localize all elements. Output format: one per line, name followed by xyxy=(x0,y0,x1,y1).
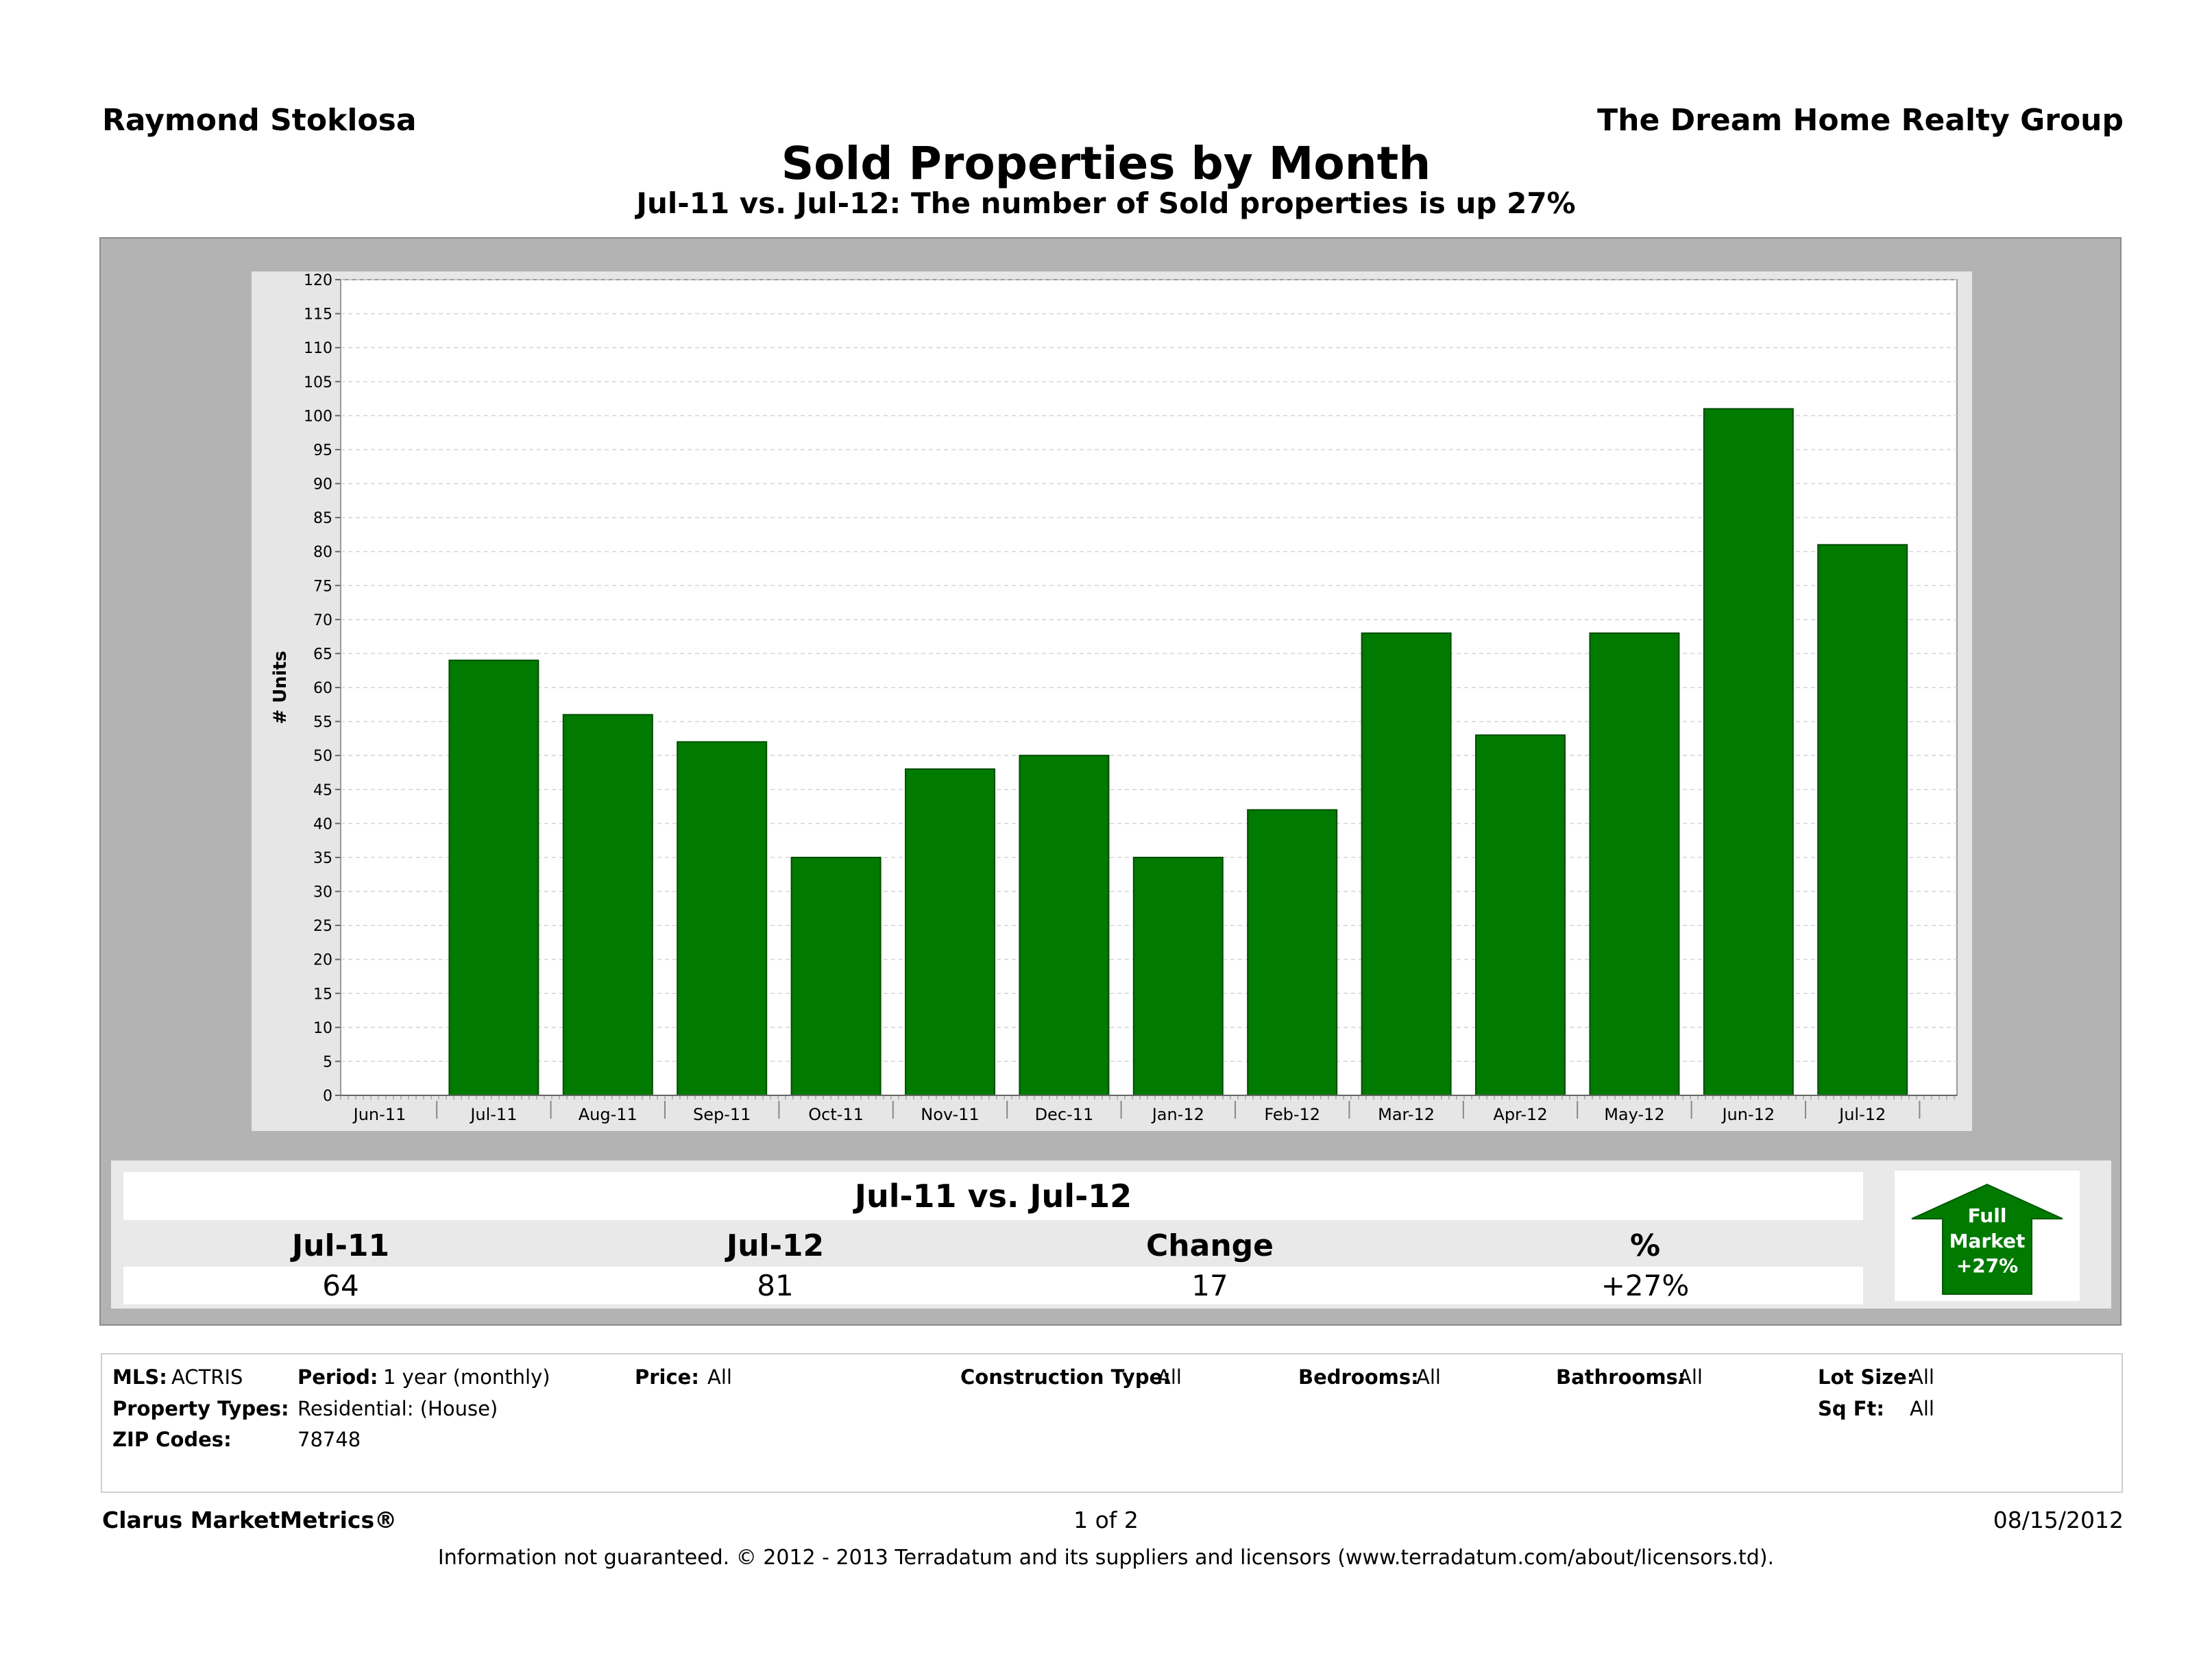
bar-jun-12 xyxy=(1703,408,1794,1096)
y-tick-label: 10 xyxy=(313,1020,332,1037)
y-tick-label: 95 xyxy=(313,442,332,459)
summary-col-jul11-label: Jul-11 xyxy=(291,1228,390,1263)
filter-bathrooms-label: Bathrooms: xyxy=(1556,1365,1686,1389)
footer-brand: Clarus MarketMetrics® xyxy=(102,1507,398,1533)
y-tick-label: 55 xyxy=(313,714,332,731)
y-tick-label: 90 xyxy=(313,476,332,494)
bar-dec-11 xyxy=(1019,755,1110,1097)
summary-col-percent-label: % xyxy=(1629,1228,1661,1263)
summary-value-bar xyxy=(123,1267,1863,1304)
summary-percent-value: +27% xyxy=(1601,1269,1690,1302)
x-tick-label: Jun-12 xyxy=(1721,1105,1775,1124)
filter-price-value: All xyxy=(707,1365,732,1389)
y-tick-label: 105 xyxy=(304,374,332,391)
bar-mar-12 xyxy=(1361,632,1452,1096)
y-tick-label: 115 xyxy=(304,306,332,324)
x-tick-label: Dec-11 xyxy=(1035,1105,1094,1124)
y-tick-label: 50 xyxy=(313,748,332,765)
summary-jul12-value: 81 xyxy=(757,1269,794,1302)
y-tick-label: 30 xyxy=(313,884,332,901)
x-tick-label: Jun-11 xyxy=(352,1105,406,1124)
bar-aug-11 xyxy=(562,714,653,1096)
filter-bedrooms-value: All xyxy=(1416,1365,1441,1389)
filter-construction-value: All xyxy=(1157,1365,1182,1389)
filter-proptypes-value: Residential: (House) xyxy=(297,1397,498,1420)
up-arrow-icon: Full Market +27% xyxy=(1911,1183,2063,1295)
filter-construction-label: Construction Type: xyxy=(960,1365,1171,1389)
y-tick-label: 70 xyxy=(313,612,332,629)
y-tick-label: 25 xyxy=(313,918,332,935)
x-tick-label: Sep-11 xyxy=(693,1105,751,1124)
filter-period-label: Period: xyxy=(297,1365,378,1389)
bar-jul-12 xyxy=(1817,544,1908,1096)
y-tick-label: 60 xyxy=(313,680,332,697)
badge-line1: Full xyxy=(1968,1204,2007,1227)
company-name: The Dream Home Realty Group xyxy=(1597,103,2124,138)
y-tick-label: 20 xyxy=(313,952,332,969)
summary-heading-bar xyxy=(123,1172,1863,1220)
summary-col-change-label: Change xyxy=(1146,1228,1274,1263)
filter-sqft-label: Sq Ft: xyxy=(1818,1397,1885,1420)
y-tick-label: 45 xyxy=(313,782,332,799)
filter-bathrooms-value: All xyxy=(1678,1365,1703,1389)
y-tick-label: 120 xyxy=(304,272,332,289)
bar-feb-12 xyxy=(1247,809,1338,1096)
filter-mls-label: MLS: xyxy=(112,1365,167,1389)
x-tick-label: Nov-11 xyxy=(921,1105,979,1124)
y-tick-label: 0 xyxy=(323,1088,332,1105)
footer-date: 08/15/2012 xyxy=(1993,1507,2124,1533)
y-tick-label: 40 xyxy=(313,816,332,833)
y-tick-label: 110 xyxy=(304,340,332,357)
filter-period-value: 1 year (monthly) xyxy=(383,1365,550,1389)
sold-properties-bar-chart: 0 5 10 15 20 25 30 35 40 45 50 55 60 65 70 75 80 85 90 95 10… xyxy=(270,272,1958,1124)
footer-page-number: 1 of 2 xyxy=(1073,1507,1139,1533)
badge-line3: +27% xyxy=(1956,1254,2018,1277)
x-tick-label: Oct-11 xyxy=(808,1105,864,1124)
filter-zip-label: ZIP Codes: xyxy=(112,1428,232,1451)
agent-name: Raymond Stoklosa xyxy=(102,103,417,138)
bar-sep-11 xyxy=(677,741,768,1096)
bar-nov-11 xyxy=(905,768,995,1096)
bar-oct-11 xyxy=(790,856,882,1097)
y-tick-label: 75 xyxy=(313,578,332,595)
y-tick-label: 35 xyxy=(313,850,332,867)
footer-disclaimer: Information not guaranteed. © 2012 - 201… xyxy=(437,1546,1775,1570)
y-tick-label: 5 xyxy=(323,1054,332,1071)
y-tick-label: 65 xyxy=(313,646,332,663)
bar-apr-12 xyxy=(1475,734,1566,1096)
x-tick-label: Feb-12 xyxy=(1264,1105,1320,1124)
summary-jul11-value: 64 xyxy=(322,1269,359,1302)
x-tick-label: Mar-12 xyxy=(1378,1105,1435,1124)
bar-may-12 xyxy=(1589,632,1680,1096)
filter-criteria-box xyxy=(101,1353,2123,1493)
x-tick-label: Jul-11 xyxy=(469,1105,517,1124)
badge-line2: Market xyxy=(1949,1230,2026,1252)
summary-col-jul12-label: Jul-12 xyxy=(726,1228,825,1263)
filter-price-label: Price: xyxy=(635,1365,699,1389)
badge-arrow-shape xyxy=(1911,1183,2063,1295)
bar-jan-12 xyxy=(1132,856,1224,1097)
chart-title: Sold Properties by Month xyxy=(781,137,1431,190)
x-tick-label: Apr-12 xyxy=(1493,1105,1547,1124)
y-tick-label: 15 xyxy=(313,986,332,1003)
x-tick-label: Jul-12 xyxy=(1838,1105,1886,1124)
filter-sqft-value: All xyxy=(1910,1397,1934,1420)
y-axis-label: # Units xyxy=(270,650,291,724)
y-tick-label: 100 xyxy=(304,408,332,425)
y-tick-label: 80 xyxy=(313,544,332,561)
filter-zip-value: 78748 xyxy=(297,1428,361,1451)
x-tick-label: Jan-12 xyxy=(1151,1105,1204,1124)
summary-heading: Jul-11 vs. Jul-12 xyxy=(854,1178,1132,1215)
x-tick-label: May-12 xyxy=(1604,1105,1664,1124)
filter-proptypes-label: Property Types: xyxy=(112,1397,289,1420)
bar-jul-11 xyxy=(448,659,539,1096)
filter-lotsize-value: All xyxy=(1910,1365,1934,1389)
chart-subtitle: Jul-11 vs. Jul-12: The number of Sold pr… xyxy=(636,186,1576,220)
filter-lotsize-label: Lot Size: xyxy=(1818,1365,1915,1389)
filter-mls-value: ACTRIS xyxy=(171,1365,243,1389)
filter-bedrooms-label: Bedrooms: xyxy=(1298,1365,1419,1389)
y-tick-label: 85 xyxy=(313,510,332,527)
x-tick-label: Aug-11 xyxy=(579,1105,637,1124)
summary-change-value: 17 xyxy=(1191,1269,1228,1302)
